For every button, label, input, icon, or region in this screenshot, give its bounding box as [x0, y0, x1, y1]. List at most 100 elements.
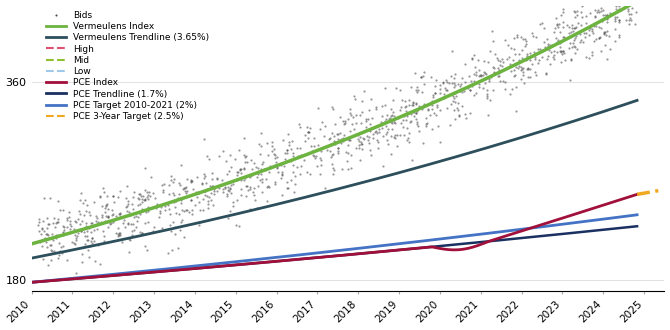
Point	[403, 102, 414, 108]
Point	[232, 172, 243, 177]
Point	[328, 138, 339, 144]
Point	[630, 10, 641, 15]
Point	[479, 69, 490, 75]
Point	[555, 48, 565, 53]
Point	[562, 23, 573, 28]
Point	[368, 132, 379, 137]
Point	[222, 193, 233, 198]
Point	[555, 44, 565, 50]
Point	[438, 80, 449, 85]
Point	[203, 202, 214, 207]
Point	[517, 55, 528, 60]
Point	[168, 179, 178, 184]
Point	[389, 120, 400, 125]
Point	[444, 81, 455, 86]
Point	[199, 173, 210, 179]
Point	[153, 228, 164, 234]
Point	[113, 231, 123, 237]
Point	[269, 156, 280, 161]
Point	[465, 87, 476, 93]
Point	[192, 190, 203, 195]
Point	[410, 101, 421, 106]
Point	[484, 48, 495, 53]
Point	[220, 184, 230, 189]
Point	[101, 202, 112, 207]
Point	[499, 38, 510, 43]
Point	[626, 18, 636, 23]
Point	[350, 96, 360, 102]
Point	[567, 45, 578, 50]
Point	[385, 119, 396, 124]
Point	[376, 119, 387, 124]
Point	[202, 198, 213, 204]
Point	[96, 214, 107, 220]
Point	[281, 186, 292, 191]
Point	[200, 188, 210, 193]
Point	[96, 203, 107, 209]
Point	[316, 157, 326, 162]
Point	[499, 80, 510, 85]
Point	[207, 177, 218, 182]
Point	[123, 221, 133, 227]
Point	[385, 115, 396, 121]
Point	[409, 114, 419, 119]
Point	[249, 160, 259, 165]
Point	[397, 124, 408, 129]
Point	[182, 188, 192, 194]
Point	[493, 65, 504, 71]
Point	[573, 20, 584, 26]
Point	[555, 12, 566, 17]
Point	[429, 111, 440, 116]
Point	[391, 85, 401, 90]
Point	[330, 140, 341, 145]
Point	[432, 102, 443, 107]
Point	[197, 180, 208, 185]
Point	[91, 218, 102, 224]
Point	[404, 98, 415, 103]
Point	[198, 175, 209, 180]
Point	[602, 19, 612, 24]
Point	[541, 56, 552, 61]
Point	[283, 131, 293, 137]
Point	[224, 189, 234, 194]
Point	[354, 134, 365, 140]
Point	[463, 86, 474, 91]
Point	[91, 227, 102, 232]
Point	[585, 25, 596, 30]
Point	[545, 42, 555, 47]
Point	[422, 121, 433, 126]
Point	[541, 72, 551, 77]
Point	[182, 176, 192, 182]
Point	[403, 130, 414, 136]
Point	[120, 224, 131, 230]
Point	[596, 25, 606, 31]
Point	[387, 126, 397, 132]
Point	[42, 262, 53, 268]
Point	[264, 184, 275, 189]
Point	[259, 167, 270, 172]
Point	[456, 87, 466, 92]
Point	[417, 73, 428, 79]
Point	[186, 177, 196, 182]
Point	[168, 191, 178, 196]
Point	[430, 112, 441, 117]
Point	[377, 103, 388, 109]
Point	[518, 69, 529, 74]
Point	[419, 82, 429, 87]
Point	[554, 41, 565, 46]
Point	[364, 147, 375, 152]
Point	[417, 106, 427, 112]
Point	[391, 144, 402, 149]
Point	[150, 206, 161, 211]
Point	[78, 229, 89, 235]
Point	[460, 61, 470, 67]
Point	[229, 156, 240, 162]
Point	[253, 171, 264, 177]
Point	[222, 216, 233, 221]
Point	[157, 189, 168, 194]
Point	[421, 115, 431, 121]
Point	[137, 207, 147, 212]
Point	[480, 70, 490, 76]
Point	[135, 191, 145, 197]
Point	[474, 72, 485, 77]
